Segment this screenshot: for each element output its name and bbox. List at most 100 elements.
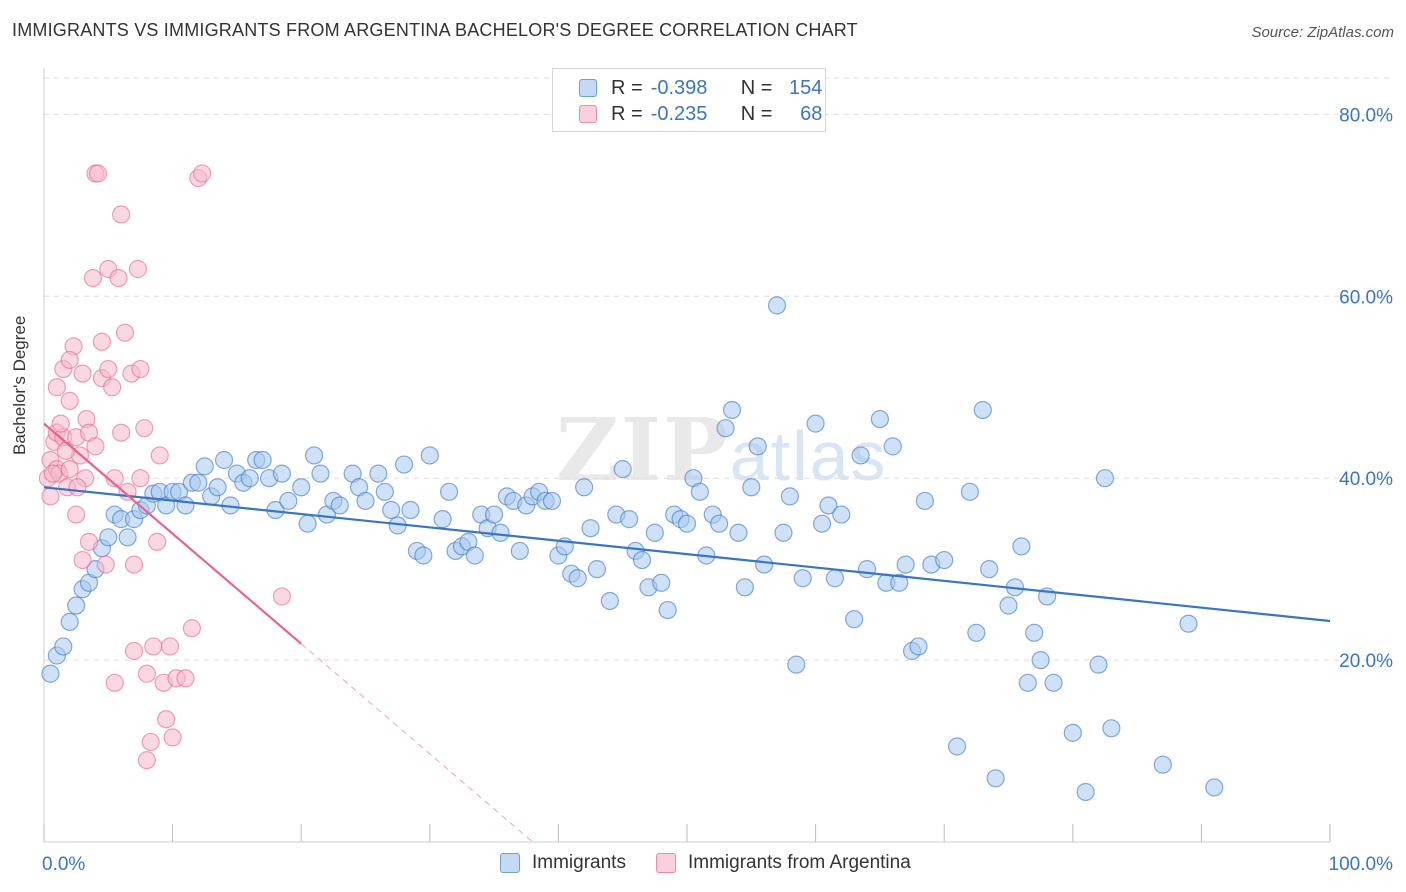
immigrants-point — [722, 400, 742, 420]
immigrants-point — [980, 560, 999, 579]
argentina-point — [43, 464, 63, 483]
immigrants-point — [742, 478, 761, 497]
immigrants-point — [960, 482, 980, 501]
argentina-point — [73, 364, 92, 383]
legend-n-label: N = — [740, 76, 773, 99]
y-tick-label: 20.0% — [1339, 651, 1393, 672]
argentina-point — [79, 532, 99, 551]
immigrants-point — [845, 610, 864, 629]
source-label: Source: ZipAtlas.com — [1251, 24, 1394, 41]
argentina-point — [137, 751, 156, 770]
legend-argentina-label: Immigrants from Argentina — [687, 852, 911, 873]
x-tick-label: 0.0% — [42, 854, 85, 875]
immigrants-point — [587, 560, 607, 579]
immigrants-point — [645, 523, 664, 542]
immigrants-point — [304, 446, 324, 465]
correlation-legend: R = -0.398 N = 154 R = -0.235 N = 68 — [552, 68, 826, 132]
immigrants-point — [330, 496, 349, 515]
immigrants-point — [947, 737, 967, 756]
immigrants-point — [851, 446, 870, 465]
argentina-point — [60, 350, 79, 370]
legend-immigrants-label: Immigrants — [532, 852, 626, 873]
argentina-point — [157, 710, 176, 729]
argentina-point — [68, 478, 87, 497]
argentina-point — [272, 587, 292, 606]
y-tick-label: 40.0% — [1339, 469, 1393, 490]
immigrants-point — [54, 637, 73, 656]
y-tick-label: 80.0% — [1339, 105, 1393, 126]
immigrants-point — [369, 464, 388, 483]
chart-title: IMMIGRANTS VS IMMIGRANTS FROM ARGENTINA … — [12, 20, 858, 40]
argentina-point — [112, 423, 131, 442]
immigrants-point — [433, 510, 452, 529]
immigrants-point — [485, 505, 504, 524]
immigrants-point — [1153, 755, 1172, 774]
argentina-point — [141, 732, 160, 752]
immigrants-point — [375, 482, 394, 501]
immigrants-point — [729, 523, 748, 542]
argentina-point — [83, 268, 102, 288]
immigrants-trend-line — [43, 486, 1331, 623]
immigrants-point — [465, 546, 484, 565]
immigrants-point — [60, 612, 79, 631]
immigrants-point — [986, 769, 1005, 788]
argentina-point — [193, 164, 212, 183]
legend-r-label: R = — [611, 76, 643, 99]
argentina-point — [96, 555, 115, 574]
immigrants-point — [414, 546, 433, 565]
immigrants-point — [613, 459, 632, 479]
immigrants-point — [767, 296, 787, 315]
argentina-point — [124, 641, 144, 661]
immigrants-point — [542, 491, 562, 511]
immigrants-point — [1205, 778, 1224, 797]
immigrants-point — [896, 555, 915, 574]
immigrants-point — [67, 596, 86, 615]
immigrants-point — [1076, 782, 1095, 802]
immigrants-point — [677, 514, 697, 533]
immigrants-point — [253, 450, 272, 470]
argentina-point — [60, 459, 79, 479]
immigrants-point — [780, 487, 799, 506]
argentina-point — [112, 205, 131, 224]
immigrants-point — [240, 469, 259, 488]
argentina-point — [73, 550, 92, 570]
argentina-point — [109, 268, 128, 288]
immigrants-point — [272, 464, 292, 483]
immigrants-point — [819, 496, 838, 515]
immigrants-point — [41, 664, 60, 683]
immigrants-point — [575, 478, 594, 497]
x-tick-label: 100.0% — [1329, 854, 1394, 875]
immigrants-point — [1018, 673, 1037, 692]
immigrants-point — [1031, 650, 1050, 670]
immigrants-point — [189, 473, 208, 492]
argentina-trend-extension — [300, 643, 534, 843]
argentina-point — [92, 332, 111, 351]
immigrants-point — [420, 446, 439, 465]
immigrants-point — [690, 482, 709, 501]
argentina-point — [115, 323, 135, 342]
immigrants-point — [195, 457, 214, 476]
legend-r-value: -0.398 — [650, 76, 708, 99]
immigrants-point — [214, 450, 234, 470]
argentina-point — [103, 378, 122, 397]
immigrants-point — [208, 478, 227, 497]
immigrants-point — [748, 437, 767, 456]
immigrants-point — [581, 519, 600, 538]
argentina-point — [124, 555, 144, 574]
legend-argentina-swatch — [655, 853, 676, 873]
legend-n-value: 154 — [789, 76, 823, 99]
argentina-point — [88, 164, 108, 183]
legend-n-label: N = — [740, 102, 773, 125]
immigrants-point — [632, 550, 652, 570]
argentina-point — [41, 487, 60, 506]
immigrants-point — [973, 400, 992, 420]
argentina-point — [137, 664, 156, 683]
immigrants-point — [825, 569, 844, 588]
legend-swatch-blue — [579, 79, 597, 97]
immigrants-point — [99, 528, 118, 547]
argentina-point — [144, 637, 163, 656]
immigrants-point — [356, 491, 375, 511]
argentina-point — [60, 391, 79, 410]
immigrants-point — [382, 500, 401, 520]
y-axis-label: Bachelor's Degree — [10, 315, 29, 455]
